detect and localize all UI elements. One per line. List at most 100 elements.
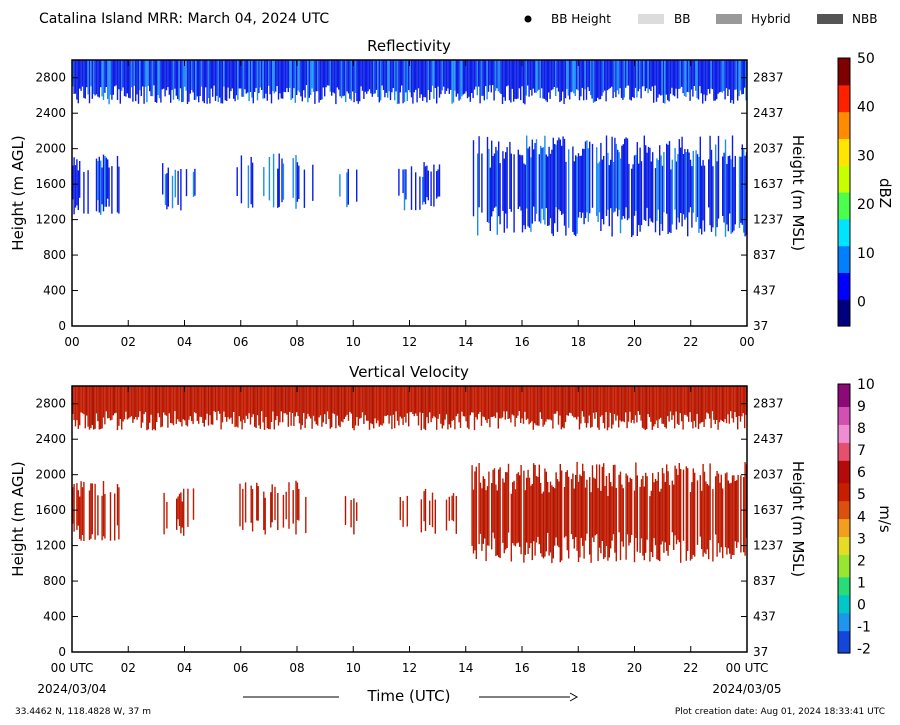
echo-column (147, 60, 149, 86)
x-tick-label: 12 (402, 661, 417, 675)
echo-column (671, 60, 673, 88)
echo-column (549, 386, 551, 420)
x-tick-label: 22 (683, 335, 698, 349)
echo-column (533, 463, 535, 542)
echo-column (486, 386, 488, 423)
echo-column (164, 386, 166, 415)
echo-column (510, 60, 512, 103)
echo-column (288, 482, 290, 529)
echo-column (212, 386, 214, 425)
echo-column (733, 475, 735, 555)
echo-column (76, 60, 78, 100)
echo-column (368, 386, 371, 430)
x-tick-label: 20 (627, 661, 642, 675)
echo-column (542, 60, 544, 99)
reflectivity-ylabel: Height (m AGL) (9, 135, 27, 250)
echo-column (180, 492, 182, 534)
echo-column (637, 386, 639, 412)
echo-column (296, 386, 298, 413)
echo-column (94, 386, 96, 429)
echo-column (245, 60, 247, 94)
echo-column (258, 60, 260, 94)
echo-column (475, 60, 477, 87)
echo-column (731, 135, 734, 233)
echo-column (649, 496, 651, 562)
echo-column (592, 60, 595, 103)
echo-column (616, 386, 618, 416)
echo-column (200, 60, 203, 87)
echo-column (610, 481, 612, 549)
echo-column (547, 482, 549, 533)
echo-column (703, 60, 705, 95)
echo-column (730, 482, 732, 559)
echo-column (170, 386, 172, 423)
echo-column (742, 386, 744, 414)
echo-column (381, 386, 383, 426)
echo-column (252, 60, 254, 104)
echo-column (492, 60, 494, 86)
echo-column (543, 60, 546, 99)
echo-column (610, 159, 612, 209)
echo-column (668, 485, 671, 546)
echo-column (584, 487, 587, 541)
colorbar-segment (838, 142, 850, 148)
echo-column (537, 476, 539, 537)
colorbar-segment (838, 263, 850, 269)
colorbar-segment (838, 133, 850, 139)
colorbar-tick-label: 10 (857, 377, 875, 393)
echo-column (79, 386, 81, 426)
echo-column (730, 60, 732, 103)
echo-column (258, 386, 260, 426)
echo-column (448, 386, 450, 425)
echo-column (314, 386, 316, 422)
echo-column (714, 60, 716, 101)
echo-column (114, 60, 116, 87)
echo-column (213, 60, 215, 86)
echo-column (715, 144, 717, 237)
echo-column (384, 386, 386, 416)
echo-column (604, 486, 606, 558)
echo-column (107, 60, 109, 99)
echo-column (503, 60, 505, 98)
echo-column (565, 161, 567, 236)
colorbar-segment (838, 192, 850, 198)
echo-column (276, 386, 278, 416)
echo-column (496, 60, 498, 89)
echo-column (675, 386, 677, 412)
echo-column (732, 386, 735, 423)
echo-column (165, 386, 168, 416)
echo-column (128, 60, 130, 98)
echo-column (708, 485, 710, 560)
echo-column (471, 465, 473, 546)
echo-column (95, 60, 98, 95)
echo-column (705, 481, 707, 555)
echo-column (382, 60, 385, 90)
echo-column (538, 386, 540, 426)
echo-column (605, 60, 607, 102)
echo-column (721, 60, 723, 93)
echo-column (259, 60, 261, 88)
echo-column (305, 496, 307, 534)
echo-column (657, 160, 659, 210)
echo-column (532, 386, 534, 430)
echo-column (448, 60, 450, 94)
echo-column (724, 60, 726, 100)
echo-column (558, 137, 560, 210)
echo-column (520, 386, 522, 423)
echo-column (743, 477, 745, 553)
echo-column (688, 60, 690, 93)
echo-column (278, 153, 280, 207)
echo-column (359, 60, 361, 102)
echo-column (360, 386, 362, 418)
echo-column (405, 60, 407, 93)
echo-column (174, 386, 176, 412)
echo-column (382, 386, 385, 424)
echo-column (591, 386, 593, 427)
echo-column (597, 386, 599, 428)
echo-column (156, 386, 158, 422)
echo-column (438, 60, 441, 98)
echo-column (698, 156, 700, 233)
echo-column (544, 135, 546, 225)
echo-column (576, 386, 578, 420)
